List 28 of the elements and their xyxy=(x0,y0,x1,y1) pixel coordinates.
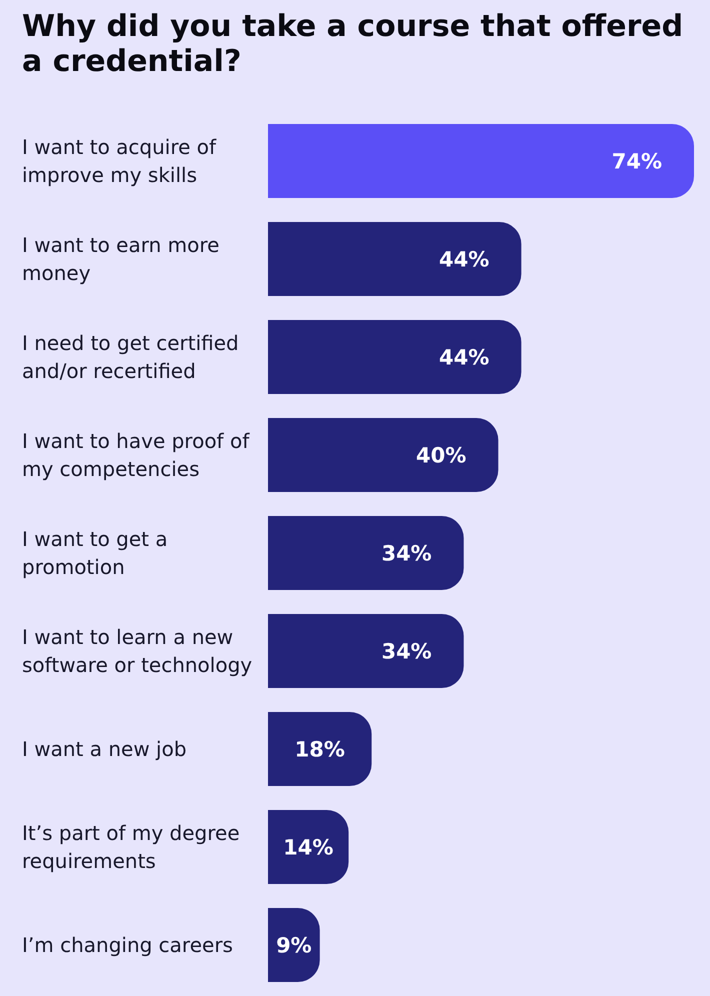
y-tick-label: I want to acquire of improve my skills xyxy=(22,135,218,187)
chart-title: Why did you take a course that offered a credential? xyxy=(22,9,684,79)
y-tick-label: I want to get a promotion xyxy=(22,527,168,579)
bar xyxy=(268,418,498,492)
bar xyxy=(268,614,464,688)
y-tick-label: I want to earn more money xyxy=(22,233,220,285)
y-tick-label: I want to learn a new software or technology xyxy=(22,625,252,677)
data-label: 74% xyxy=(612,150,662,174)
data-label: 18% xyxy=(294,738,345,762)
y-tick-label: I want a new job xyxy=(22,737,187,761)
bar xyxy=(268,222,522,296)
data-label: 14% xyxy=(283,836,334,860)
data-label: 44% xyxy=(439,346,490,370)
bar xyxy=(268,516,464,590)
data-label: 9% xyxy=(276,934,312,958)
y-tick-label: I’m changing careers xyxy=(22,933,233,957)
data-label: 34% xyxy=(381,640,432,664)
y-tick-label: It’s part of my degree requirements xyxy=(22,821,240,873)
data-label: 34% xyxy=(381,542,432,566)
bar xyxy=(268,712,372,786)
bar xyxy=(268,124,694,198)
y-tick-label: I need to get certified and/or recertified xyxy=(22,331,239,383)
bar xyxy=(268,320,522,394)
y-tick-label: I want to have proof of my competencies xyxy=(22,429,250,481)
bar xyxy=(268,810,349,884)
data-label: 44% xyxy=(439,248,490,272)
bar xyxy=(268,908,320,982)
data-label: 40% xyxy=(416,444,466,468)
